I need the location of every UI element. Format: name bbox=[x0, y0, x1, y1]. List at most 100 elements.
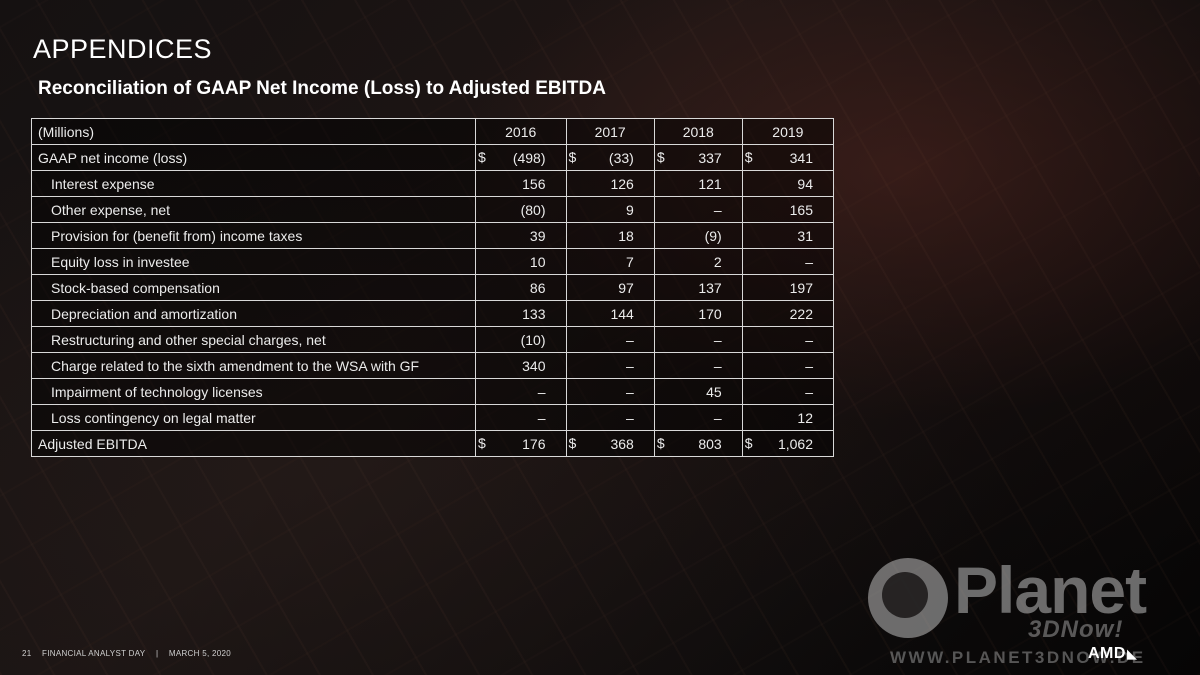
footer-date: MARCH 5, 2020 bbox=[168, 649, 232, 658]
value-text: 45 bbox=[706, 383, 722, 400]
row-value: – bbox=[653, 404, 743, 431]
row-value: 9 bbox=[565, 196, 655, 223]
row-value: – bbox=[653, 352, 743, 379]
header-units-label: (Millions) bbox=[31, 118, 476, 145]
value-text: 94 bbox=[797, 175, 813, 192]
row-label: Charge related to the sixth amendment to… bbox=[31, 352, 476, 379]
row-value: 94 bbox=[741, 170, 835, 197]
row-value: $ (498) bbox=[474, 144, 567, 171]
table-row: Other expense, net (80) 9 – 165 bbox=[31, 196, 835, 223]
table-header-row: (Millions) 2016 2017 2018 2019 bbox=[31, 118, 835, 145]
row-value: 97 bbox=[565, 274, 655, 301]
value-text: – bbox=[713, 331, 722, 348]
footer-event: FINANCIAL ANALYST DAY bbox=[42, 649, 146, 658]
row-value: 45 bbox=[653, 378, 743, 405]
planet-logo-icon bbox=[868, 558, 948, 638]
value-text: 337 bbox=[698, 149, 722, 166]
value-text: – bbox=[805, 331, 813, 348]
value-text: – bbox=[713, 357, 722, 374]
row-value: – bbox=[653, 196, 743, 223]
value-text: – bbox=[805, 253, 813, 270]
row-value: – bbox=[565, 378, 655, 405]
row-value: $337 bbox=[653, 144, 743, 171]
currency-symbol: $ bbox=[477, 149, 486, 165]
row-value: 170 bbox=[653, 300, 743, 327]
currency-symbol: $ bbox=[744, 435, 753, 451]
watermark-url: WWW.PLANET3DNOW.DE bbox=[890, 648, 1146, 667]
value-text: 197 bbox=[789, 279, 813, 296]
row-value: (80) bbox=[474, 196, 567, 223]
row-value: 18 bbox=[565, 222, 655, 249]
table-row: Adjusted EBITDA $176 $368 $803 $1,062 bbox=[31, 430, 835, 457]
value-text: 86 bbox=[529, 279, 546, 296]
row-value: 156 bbox=[474, 170, 567, 197]
value-text: (33) bbox=[608, 149, 634, 166]
row-label: Restructuring and other special charges,… bbox=[31, 326, 476, 353]
value-text: 18 bbox=[618, 227, 634, 244]
value-text: 803 bbox=[698, 435, 722, 452]
value-text: – bbox=[626, 357, 634, 374]
row-label: Interest expense bbox=[31, 170, 476, 197]
table-row: Restructuring and other special charges,… bbox=[31, 326, 835, 353]
table-row: Equity loss in investee 10 7 2 – bbox=[31, 248, 835, 275]
table-row: Provision for (benefit from) income taxe… bbox=[31, 222, 835, 249]
value-text: 165 bbox=[789, 201, 813, 218]
row-label: Provision for (benefit from) income taxe… bbox=[31, 222, 476, 249]
header-year-2017: 2017 bbox=[565, 118, 655, 145]
value-text: 7 bbox=[626, 253, 634, 270]
row-value: (10) bbox=[474, 326, 567, 353]
value-text: 12 bbox=[797, 409, 813, 426]
row-value: – bbox=[653, 326, 743, 353]
value-text: 156 bbox=[522, 175, 546, 192]
row-value: 86 bbox=[474, 274, 567, 301]
value-text: – bbox=[626, 331, 634, 348]
value-text: 126 bbox=[610, 175, 634, 192]
row-value: – bbox=[474, 404, 567, 431]
row-value: 126 bbox=[565, 170, 655, 197]
value-text: 176 bbox=[522, 435, 546, 452]
value-text: – bbox=[713, 201, 722, 218]
currency-symbol: $ bbox=[477, 435, 486, 451]
row-label: Equity loss in investee bbox=[31, 248, 476, 275]
value-text: 121 bbox=[698, 175, 722, 192]
row-value: 144 bbox=[565, 300, 655, 327]
value-text: 9 bbox=[626, 201, 634, 218]
amd-arrow-icon: ◣ bbox=[1126, 646, 1138, 661]
value-text: – bbox=[805, 383, 813, 400]
table-row: Interest expense 156 126 121 94 bbox=[31, 170, 835, 197]
reconciliation-table: (Millions) 2016 2017 2018 2019 GAAP net … bbox=[31, 118, 835, 457]
currency-symbol: $ bbox=[568, 149, 577, 165]
row-label: Other expense, net bbox=[31, 196, 476, 223]
value-text: (9) bbox=[704, 227, 722, 244]
currency-symbol: $ bbox=[568, 435, 577, 451]
footer-separator: | bbox=[155, 649, 159, 658]
value-text: 137 bbox=[698, 279, 722, 296]
row-value: – bbox=[741, 378, 835, 405]
row-value: (9) bbox=[653, 222, 743, 249]
slide-subtitle: Reconciliation of GAAP Net Income (Loss)… bbox=[38, 78, 606, 99]
value-text: – bbox=[805, 357, 813, 374]
row-value: 39 bbox=[474, 222, 567, 249]
row-value: 133 bbox=[474, 300, 567, 327]
table-row: GAAP net income (loss) $ (498) $ (33) $337 $34… bbox=[31, 144, 835, 171]
currency-symbol: $ bbox=[656, 149, 665, 165]
row-value: 12 bbox=[741, 404, 835, 431]
row-value: $176 bbox=[474, 430, 567, 457]
value-text: – bbox=[537, 383, 546, 400]
value-text: 31 bbox=[797, 227, 813, 244]
value-text: – bbox=[537, 409, 546, 426]
value-text: – bbox=[713, 409, 722, 426]
amd-logo-text: AMD bbox=[1088, 645, 1126, 662]
value-text: 1,062 bbox=[777, 435, 813, 452]
row-value: 165 bbox=[741, 196, 835, 223]
header-year-2019: 2019 bbox=[741, 118, 835, 145]
row-value: $ (33) bbox=[565, 144, 655, 171]
row-value: – bbox=[741, 352, 835, 379]
row-label: Depreciation and amortization bbox=[31, 300, 476, 327]
table-body: GAAP net income (loss) $ (498) $ (33) $337 $34… bbox=[31, 144, 835, 457]
value-text: 133 bbox=[522, 305, 546, 322]
value-text: – bbox=[626, 409, 634, 426]
value-text: 2 bbox=[713, 253, 722, 270]
row-label: GAAP net income (loss) bbox=[31, 144, 476, 171]
page-number: 21 bbox=[22, 649, 32, 658]
